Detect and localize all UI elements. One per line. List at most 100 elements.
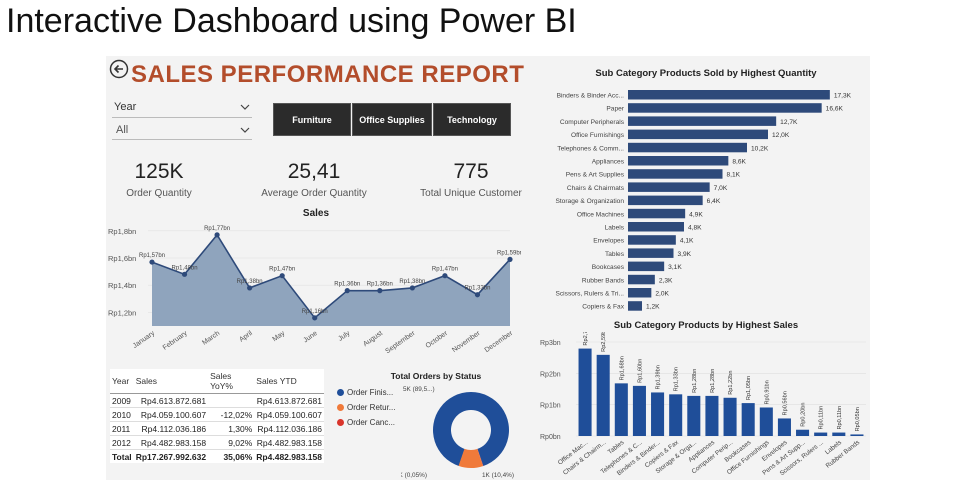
sales-point[interactable]	[149, 259, 155, 265]
year-slicer-value[interactable]: All	[116, 124, 129, 136]
sales-bar[interactable]	[687, 395, 701, 436]
legend-label: Order Finis...	[347, 388, 394, 397]
data-label: Rp1,33bn	[674, 367, 680, 391]
quantity-bar[interactable]	[628, 156, 729, 166]
sales-bar[interactable]	[669, 394, 683, 436]
quantity-bar[interactable]	[628, 195, 703, 206]
legend-label: Order Retur...	[347, 403, 396, 412]
sales-bar[interactable]	[796, 429, 810, 436]
donut-slice[interactable]	[458, 448, 483, 468]
subcategory-sales-chart-title: Sub Category Products by Highest Sales	[613, 320, 799, 331]
sales-bar[interactable]	[614, 383, 628, 436]
slicer-divider	[112, 117, 252, 118]
table-row: 2010 Rp4.059.100.607 -12,02% Rp4.059.100…	[110, 407, 324, 422]
x-tick-label: October	[425, 330, 450, 350]
sales-bar[interactable]	[578, 348, 592, 436]
sales-point[interactable]	[474, 292, 481, 298]
quantity-bar[interactable]	[628, 235, 676, 245]
quantity-bar[interactable]	[628, 301, 642, 311]
y-tick-label: Rp3bn	[540, 340, 561, 347]
y-tick-label: Rp0bn	[540, 434, 561, 441]
x-tick-label: May	[271, 330, 286, 344]
category-label: Computer Peripherals	[560, 119, 625, 126]
x-tick-label: November	[451, 330, 482, 355]
data-label: Rp1,47bn	[432, 267, 458, 273]
sales-point[interactable]	[312, 315, 318, 321]
sales-point[interactable]	[214, 232, 220, 238]
slide-title: Interactive Dashboard using Power BI	[6, 2, 577, 40]
sales-bar[interactable]	[850, 434, 864, 436]
sales-point[interactable]	[507, 256, 513, 262]
donut-slice[interactable]	[433, 392, 509, 466]
quantity-bar[interactable]	[628, 222, 684, 232]
legend-item[interactable]: Order Canc...	[337, 418, 395, 427]
quantity-bar[interactable]	[628, 288, 652, 298]
x-tick-label: April	[238, 330, 254, 344]
quantity-bar[interactable]	[628, 116, 777, 126]
chevron-down-icon[interactable]	[240, 104, 250, 110]
quantity-bar[interactable]	[628, 103, 822, 113]
sales-point[interactable]	[247, 285, 253, 291]
sales-bar[interactable]	[777, 418, 791, 436]
legend-item[interactable]: Order Finis...	[337, 388, 393, 397]
category-button-office-supplies[interactable]: Office Supplies	[352, 103, 432, 136]
quantity-bar[interactable]	[628, 182, 710, 192]
quantity-bar[interactable]	[628, 142, 747, 153]
quantity-bar[interactable]	[628, 129, 768, 140]
data-label: Rp1,38bn	[237, 279, 263, 285]
sales-bar[interactable]	[632, 385, 646, 436]
data-label: 8,1K	[727, 172, 741, 179]
sales-bar[interactable]	[651, 392, 665, 436]
category-button-technology[interactable]: Technology	[433, 103, 511, 136]
data-label: 5K (89,5...)	[403, 386, 435, 393]
sales-point[interactable]	[442, 273, 448, 279]
data-label: 8,6K	[732, 159, 746, 166]
quantity-bar[interactable]	[628, 90, 830, 100]
sales-point[interactable]	[181, 271, 188, 277]
category-button-furniture[interactable]: Furniture	[273, 103, 351, 136]
sales-bar[interactable]	[759, 407, 773, 436]
table-cell: Rp4.059.100.607	[254, 407, 324, 422]
legend-item[interactable]: Order Retur...	[337, 403, 395, 412]
table-cell: Rp4.112.036.186	[254, 421, 324, 436]
sales-bar[interactable]	[723, 397, 737, 436]
kpi-unique-customer-value: 775	[453, 160, 489, 183]
back-arrow-icon[interactable]	[109, 59, 129, 79]
quantity-bar[interactable]	[628, 274, 655, 285]
quantity-bar-chart: Binders & Binder Acc... 17,3K Paper 16,6K Co…	[555, 90, 852, 311]
quantity-bar[interactable]	[628, 261, 665, 272]
sales-point[interactable]	[409, 285, 415, 291]
data-label: Rp2,79bn	[583, 332, 589, 346]
quantity-bar[interactable]	[628, 208, 686, 219]
sales-point[interactable]	[377, 288, 383, 294]
sales-bar[interactable]	[596, 354, 610, 436]
sales-point[interactable]	[279, 273, 285, 279]
sales-bar[interactable]	[814, 432, 828, 436]
data-label: Rp1,05bn	[746, 376, 752, 400]
table-row: 2009 Rp4.613.872.681 Rp4.613.872.681	[110, 393, 324, 408]
table-cell: 2012	[110, 435, 134, 450]
donut-slice[interactable]	[477, 448, 484, 467]
y-tick-label: Rp1,2bn	[108, 308, 136, 317]
data-label: Rp2,59bn	[601, 332, 607, 352]
chevron-down-icon[interactable]	[240, 127, 250, 133]
kpi-unique-customer-label: Total Unique Customer	[420, 188, 522, 199]
legend-label: Order Canc...	[347, 418, 396, 427]
table-cell: Rp4.112.036.186	[133, 421, 209, 436]
sales-bar[interactable]	[705, 395, 719, 436]
data-label: 7,0K	[714, 185, 728, 192]
category-label: Rubber Bands	[582, 277, 625, 284]
table-cell: Rp4.482.983.158	[254, 449, 324, 463]
kpi-order-quantity-label: Order Quantity	[126, 188, 192, 199]
sales-point[interactable]	[344, 288, 350, 294]
orders-status-donut-chart: 5K (89,5...) 1K (10,4%) 0K (0,05%)	[401, 386, 514, 479]
sales-bar[interactable]	[832, 432, 846, 436]
sales-bar[interactable]	[741, 403, 755, 436]
quantity-bar[interactable]	[628, 169, 723, 179]
quantity-bar[interactable]	[628, 248, 674, 258]
x-tick-label: December	[484, 330, 515, 355]
sales-area	[152, 234, 510, 326]
data-label: Rp0,56bn	[782, 391, 788, 415]
sales-chart-title: Sales	[302, 208, 330, 219]
